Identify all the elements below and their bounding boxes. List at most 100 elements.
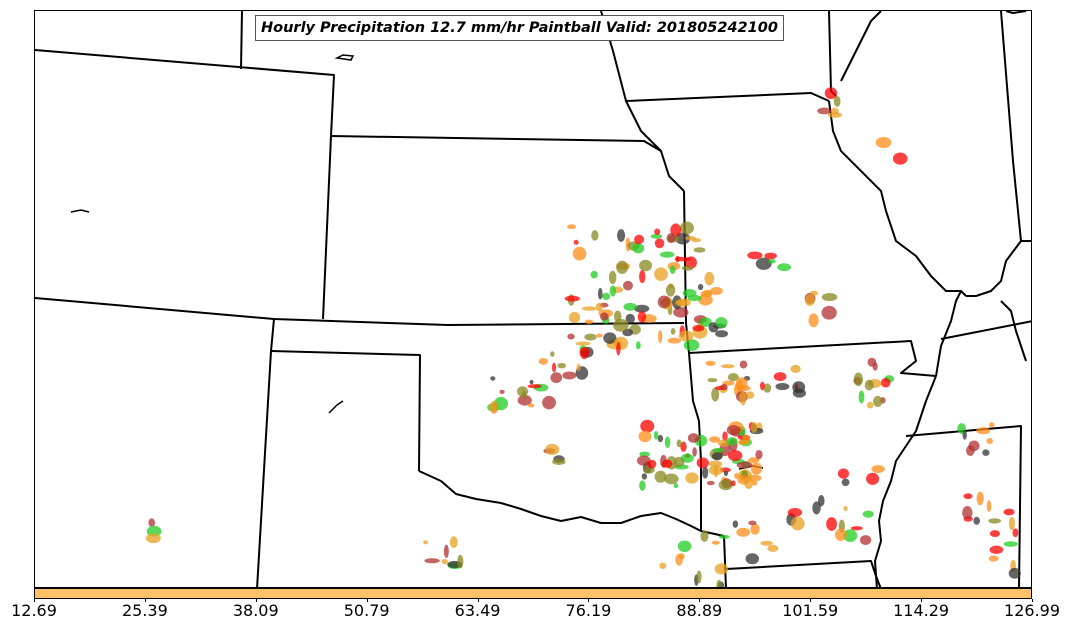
precip-blob — [148, 518, 156, 527]
precip-blob — [704, 271, 715, 286]
precip-blob — [968, 440, 980, 452]
precip-blob — [745, 391, 755, 399]
precip-blob — [735, 377, 748, 391]
boundary-illinois-east — [966, 11, 1022, 297]
precip-blob — [657, 295, 671, 309]
precip-blob — [639, 259, 653, 272]
precip-blob — [639, 270, 646, 284]
precip-blob — [727, 373, 739, 382]
precip-blob — [676, 439, 682, 448]
precip-blob — [872, 362, 878, 371]
precip-blob — [678, 330, 694, 342]
precip-blob — [700, 530, 709, 542]
precip-blob — [710, 287, 723, 296]
precip-blob — [423, 540, 429, 545]
precip-blob — [696, 570, 702, 584]
boundary-wisconsin — [840, 11, 882, 82]
precip-blob — [834, 528, 847, 542]
colorbar-tick-label: 12.69 — [11, 601, 57, 620]
precip-blob — [490, 376, 496, 381]
precip-blob — [812, 501, 821, 515]
precip-blob — [723, 470, 728, 477]
precip-blob — [727, 450, 743, 461]
precip-blob — [673, 483, 679, 489]
precip-blob — [726, 437, 738, 446]
precip-blob — [707, 378, 718, 383]
precip-blob — [817, 107, 832, 115]
precip-blob — [976, 491, 984, 506]
boundary-arkansas-louisiana — [725, 560, 882, 587]
precip-blob — [676, 298, 691, 307]
precip-blob — [639, 480, 646, 491]
precip-blob — [424, 558, 440, 564]
precip-blob — [647, 459, 657, 469]
precip-blob — [145, 533, 161, 544]
precip-blob — [664, 473, 679, 485]
precip-blob — [551, 362, 557, 373]
precip-blob — [616, 260, 629, 274]
colorbar-tick-mark — [699, 599, 701, 602]
precip-blob — [597, 287, 603, 300]
precip-blob — [675, 232, 691, 245]
precip-blob — [678, 553, 685, 560]
precip-blob — [962, 430, 967, 440]
precip-blob — [976, 427, 991, 435]
precipitation-paintball-layer — [145, 87, 1021, 587]
map-panel — [34, 10, 1032, 588]
boundary-colorado-south — [35, 297, 685, 326]
precip-blob — [718, 534, 730, 539]
precip-blob — [732, 520, 739, 528]
precip-blob — [821, 305, 837, 320]
precip-blob — [739, 391, 747, 406]
precip-blob — [529, 379, 534, 385]
precip-blob — [581, 306, 597, 311]
precip-blob — [804, 294, 815, 306]
precip-blob — [715, 317, 728, 328]
precip-blob — [808, 313, 819, 328]
boundary-missouri-arkansas — [688, 340, 937, 377]
precip-blob — [687, 433, 700, 443]
boundary-missouri-kansas — [683, 190, 690, 354]
precip-blob — [545, 443, 560, 455]
precip-blob — [718, 479, 733, 491]
precip-blob — [736, 527, 751, 537]
precip-blob — [699, 317, 712, 327]
precip-blob — [552, 458, 566, 465]
precip-blob — [989, 422, 995, 428]
boundary-red-river — [418, 470, 725, 537]
precip-blob — [736, 461, 753, 469]
boundary-colorado-kansas — [322, 135, 332, 320]
precip-blob — [584, 319, 594, 325]
precip-blob — [734, 472, 739, 479]
precip-blob — [722, 431, 728, 442]
precip-blob — [653, 430, 659, 440]
precip-blob — [730, 480, 736, 487]
colorbar-tick-label: 101.59 — [782, 601, 839, 620]
precip-blob — [862, 510, 874, 518]
precip-blob — [579, 346, 590, 358]
precip-blob — [864, 379, 874, 391]
precip-blob — [603, 332, 617, 344]
precip-blob — [988, 518, 1002, 524]
precip-blob — [538, 358, 549, 365]
precip-blob — [743, 476, 754, 489]
precip-blob — [613, 336, 629, 350]
precip-blob — [768, 259, 776, 264]
precip-blob — [792, 381, 806, 394]
boundary-tennessee-north — [940, 320, 1031, 340]
boundary-missouri-iowa-river — [625, 100, 662, 152]
colorbar-tick-label: 25.39 — [121, 601, 168, 620]
precip-blob — [1012, 528, 1019, 538]
precip-blob — [1008, 516, 1015, 531]
precip-blob — [650, 233, 663, 239]
precip-blob — [623, 280, 633, 291]
precip-blob — [790, 364, 801, 373]
precip-blob — [550, 372, 563, 384]
precip-blob — [720, 383, 728, 391]
colorbar-tick-mark — [477, 599, 479, 602]
precip-blob — [489, 401, 499, 414]
precip-blob — [657, 434, 664, 443]
colorbar-tick-mark — [921, 599, 923, 602]
precip-blob — [773, 372, 787, 382]
precip-blob — [658, 330, 663, 344]
